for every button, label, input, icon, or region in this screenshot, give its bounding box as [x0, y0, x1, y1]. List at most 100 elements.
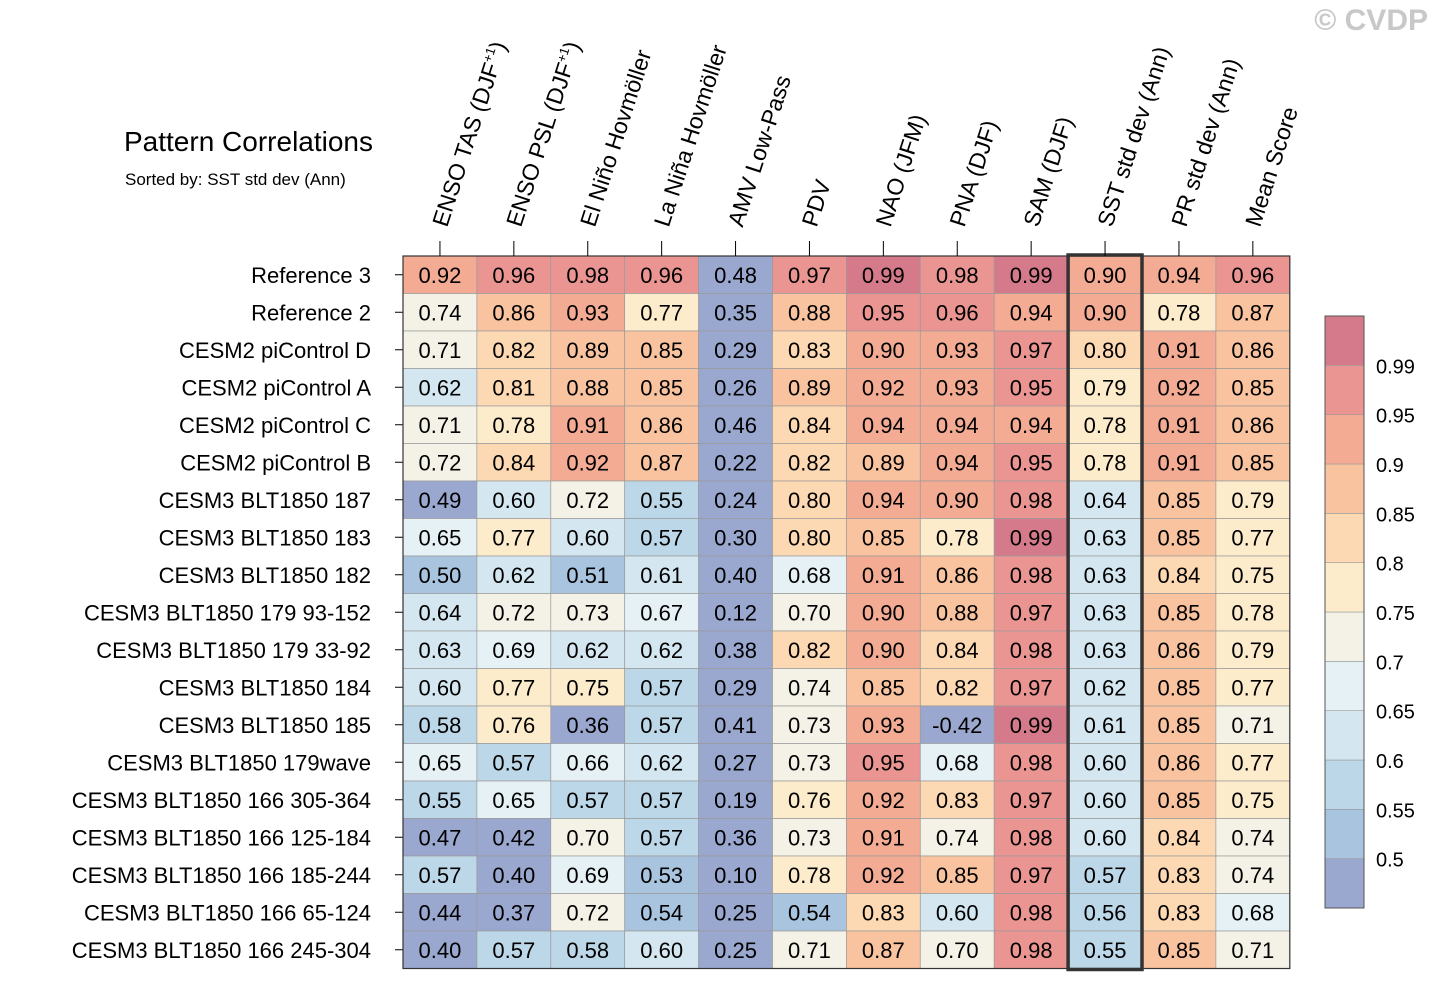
heatmap-cell — [476, 555, 552, 594]
heatmap-cell — [1067, 818, 1143, 857]
cell-value: 0.93 — [936, 375, 979, 400]
cell-value: 0.98 — [1010, 638, 1053, 663]
colorbar-tick-label: 0.7 — [1376, 652, 1404, 674]
colorbar-tick-label: 0.8 — [1376, 554, 1404, 576]
heatmap-cell — [624, 743, 699, 782]
heatmap-cell — [402, 668, 478, 707]
cell-value: 0.12 — [714, 600, 757, 625]
row-label: CESM3 BLT1850 166 305-364 — [72, 788, 371, 813]
cell-value: 0.85 — [1231, 375, 1274, 400]
row-label: CESM3 BLT1850 166 125-184 — [72, 825, 371, 850]
cell-value: 0.86 — [1158, 638, 1201, 663]
heatmap-cell — [772, 555, 847, 594]
colorbar-segment — [1324, 611, 1365, 662]
heatmap-cell — [919, 593, 995, 632]
heatmap-cell — [846, 818, 921, 857]
cell-value: 0.98 — [566, 263, 609, 288]
cell-value: 0.94 — [862, 488, 905, 513]
column-label: PR std dev (Ann) — [1166, 55, 1245, 230]
cell-value: 0.79 — [1084, 375, 1127, 400]
cell-value: 0.92 — [862, 863, 905, 888]
heatmap-cell — [919, 818, 995, 857]
cell-value: 0.26 — [714, 375, 757, 400]
heatmap-cell — [846, 593, 921, 632]
cell-value: 0.65 — [419, 525, 462, 550]
cell-value: 0.97 — [1010, 863, 1053, 888]
row-label: CESM2 piControl C — [179, 413, 371, 438]
cell-value: 0.86 — [936, 563, 979, 588]
heatmap-cell — [1141, 330, 1217, 369]
cell-value: 0.85 — [1158, 525, 1201, 550]
row-label: Reference 3 — [251, 263, 371, 288]
row-label: CESM3 BLT1850 185 — [159, 713, 371, 738]
heatmap-cell — [772, 405, 847, 444]
column-label: AMV Low-Pass — [723, 72, 796, 230]
heatmap-cell — [919, 855, 995, 894]
heatmap-cell — [1215, 593, 1291, 632]
cell-value: 0.60 — [936, 900, 979, 925]
cell-value: 0.62 — [640, 750, 683, 775]
colorbar-tick-label: 0.5 — [1376, 850, 1404, 872]
cell-value: 0.86 — [1158, 750, 1201, 775]
heatmap-cell — [1215, 705, 1291, 744]
cell-value: 0.91 — [1158, 413, 1201, 438]
cell-value: 0.75 — [566, 675, 609, 700]
cell-value: 0.78 — [492, 413, 535, 438]
cell-value: 0.42 — [492, 825, 535, 850]
heatmap-cell — [846, 330, 921, 369]
cell-value: 0.65 — [492, 788, 535, 813]
heatmap-cell — [993, 293, 1069, 332]
heatmap-cell — [476, 818, 552, 857]
heatmap-cell — [476, 668, 552, 707]
cell-value: 0.60 — [419, 675, 462, 700]
cell-value: 0.85 — [862, 525, 905, 550]
cell-value: 0.60 — [492, 488, 535, 513]
cell-value: 0.64 — [419, 600, 462, 625]
heatmap-cell — [993, 780, 1069, 819]
column-label: PNA (DJF) — [944, 117, 1003, 230]
cell-value: 0.71 — [419, 413, 462, 438]
cell-value: 0.73 — [788, 825, 831, 850]
cell-value: 0.96 — [1231, 263, 1274, 288]
colorbar-segment — [1324, 710, 1365, 761]
cell-value: 0.84 — [1158, 825, 1201, 850]
cell-value: 0.47 — [419, 825, 462, 850]
heatmap-cell — [772, 930, 847, 969]
cell-value: 0.83 — [936, 788, 979, 813]
heatmap-cell — [1067, 368, 1143, 407]
cell-value: 0.77 — [640, 300, 683, 325]
heatmap-cell — [919, 705, 995, 744]
heatmap-cell — [993, 593, 1069, 632]
cell-value: 0.49 — [419, 488, 462, 513]
heatmap-cell — [624, 443, 699, 482]
heatmap-cell — [624, 330, 699, 369]
cell-value: 0.78 — [1158, 300, 1201, 325]
cell-value: 0.86 — [492, 300, 535, 325]
heatmap-cell — [476, 293, 552, 332]
row-label: CESM2 piControl A — [181, 375, 371, 400]
heatmap-cell — [846, 368, 921, 407]
cell-value: 0.97 — [1010, 788, 1053, 813]
heatmap-cell — [698, 705, 773, 744]
row-label: CESM2 piControl B — [180, 450, 371, 475]
cell-value: 0.96 — [936, 300, 979, 325]
cell-value: 0.91 — [566, 413, 609, 438]
cell-value: 0.55 — [419, 788, 462, 813]
cell-value: 0.90 — [1084, 300, 1127, 325]
row-label: CESM3 BLT1850 182 — [159, 563, 371, 588]
cell-value: 0.94 — [1010, 413, 1053, 438]
cell-value: 0.57 — [1084, 863, 1127, 888]
cell-value: 0.85 — [1158, 600, 1201, 625]
heatmap-cell — [772, 293, 847, 332]
heatmap-cell — [698, 743, 773, 782]
cell-value: 0.60 — [640, 938, 683, 963]
cell-value: 0.98 — [936, 263, 979, 288]
column-label: El Niño Hovmöller — [575, 46, 657, 229]
cell-value: 0.98 — [1010, 488, 1053, 513]
heatmap-cell — [772, 368, 847, 407]
chart-title: Pattern Correlations — [124, 126, 374, 157]
cell-value: 0.66 — [566, 750, 609, 775]
cell-value: 0.38 — [714, 638, 757, 663]
cell-value: 0.79 — [1231, 638, 1274, 663]
cell-value: 0.63 — [1084, 525, 1127, 550]
